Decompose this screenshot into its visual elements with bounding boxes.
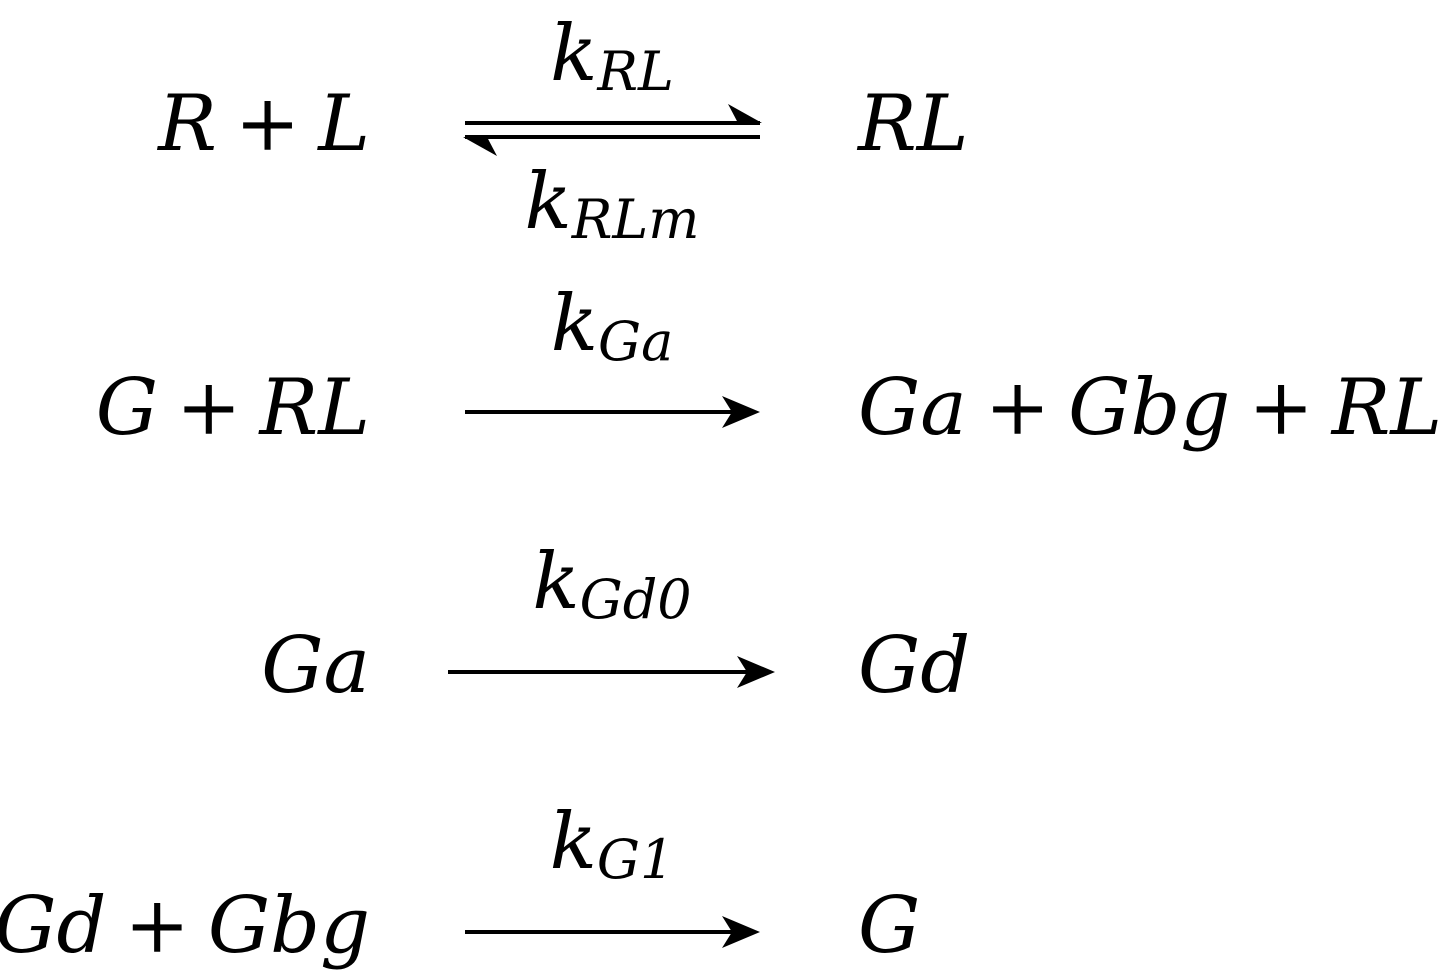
reaction-4-right-species-1: G: [858, 881, 920, 971]
reaction-3-rate-k: k: [532, 537, 579, 627]
reaction-4-left-plus: +: [124, 881, 189, 971]
svg-text:kRL: kRL: [550, 9, 674, 103]
reaction-1-left: R + L: [156, 79, 370, 169]
reaction-3: Ga kGd0 Gd: [261, 537, 970, 711]
reaction-4-rate-sub: G1: [597, 828, 675, 891]
reaction-4-rate: kG1: [550, 797, 675, 891]
reaction-3-right: Gd: [858, 621, 970, 711]
reaction-2-right-species-3: RL: [1330, 363, 1443, 453]
reaction-3-arrow-head: [737, 656, 775, 688]
equilibrium-arrow: [463, 104, 762, 156]
reaction-2-right: Ga + Gbg + RL: [858, 363, 1442, 453]
reaction-4-left: Gd + Gbg: [0, 881, 370, 971]
reaction-1-right: RL: [856, 79, 969, 169]
reaction-1-rate-forward-sub: RL: [596, 40, 674, 103]
reaction-1: R + L kRL kRLm RL: [156, 9, 968, 251]
equilibrium-arrow-forward-head: [728, 104, 762, 123]
reaction-2-right-plus-1: +: [985, 363, 1050, 453]
reaction-1-right-species-1: RL: [856, 79, 969, 169]
reaction-2: G + RL kGa Ga + Gbg + RL: [96, 279, 1442, 453]
reaction-2-right-species-1: Ga: [858, 363, 967, 453]
reaction-1-rate-reverse: kRLm: [525, 157, 700, 251]
reaction-4-right: G: [858, 881, 920, 971]
reaction-4-left-species-2: Gbg: [208, 881, 370, 971]
reaction-2-rate-k: k: [551, 279, 598, 369]
reaction-2-rate: kGa: [551, 279, 674, 373]
svg-text:kGa: kGa: [551, 279, 674, 373]
reaction-3-rate: kGd0: [532, 537, 691, 631]
reaction-2-right-species-2: Gbg: [1068, 363, 1230, 453]
reaction-2-right-plus-2: +: [1248, 363, 1313, 453]
reaction-1-rate-reverse-sub: RLm: [571, 188, 700, 251]
reaction-1-left-plus: +: [235, 79, 300, 169]
reaction-3-rate-sub: Gd0: [580, 568, 692, 631]
reaction-2-arrow-head: [722, 396, 760, 428]
reaction-2-left-species-2: RL: [257, 363, 370, 453]
reaction-1-rate-forward-k: k: [550, 9, 597, 99]
reaction-4-arrow-head: [722, 916, 760, 948]
reaction-4-arrow: [465, 916, 760, 948]
reaction-2-left-plus: +: [176, 363, 241, 453]
reaction-3-arrow: [448, 656, 775, 688]
reaction-3-right-species-1: Gd: [858, 621, 970, 711]
reaction-1-rate-forward: kRL: [550, 9, 674, 103]
reaction-4: Gd + Gbg kG1 G: [0, 797, 920, 971]
reaction-2-arrow: [465, 396, 760, 428]
reaction-1-rate-reverse-k: k: [525, 157, 572, 247]
reaction-2-left-species-1: G: [96, 363, 158, 453]
equilibrium-arrow-backward-head: [463, 137, 497, 156]
reaction-3-left: Ga: [261, 621, 370, 711]
reaction-1-left-species-1: R: [156, 79, 217, 169]
reaction-2-left: G + RL: [96, 363, 370, 453]
svg-text:kG1: kG1: [550, 797, 675, 891]
svg-text:kRLm: kRLm: [525, 157, 700, 251]
reaction-2-rate-sub: Ga: [598, 310, 673, 373]
reaction-4-rate-k: k: [550, 797, 597, 887]
svg-text:kGd0: kGd0: [532, 537, 691, 631]
reaction-1-left-species-2: L: [316, 79, 370, 169]
reaction-4-left-species-1: Gd: [0, 881, 106, 971]
reaction-3-left-species-1: Ga: [261, 621, 370, 711]
